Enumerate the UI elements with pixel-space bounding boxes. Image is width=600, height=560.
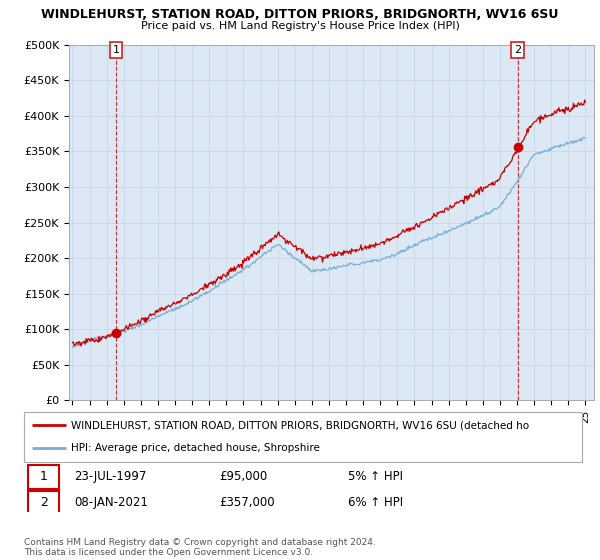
Text: Price paid vs. HM Land Registry's House Price Index (HPI): Price paid vs. HM Land Registry's House … [140, 21, 460, 31]
Text: 08-JAN-2021: 08-JAN-2021 [74, 496, 148, 509]
Text: 23-JUL-1997: 23-JUL-1997 [74, 470, 146, 483]
Text: HPI: Average price, detached house, Shropshire: HPI: Average price, detached house, Shro… [71, 444, 320, 454]
FancyBboxPatch shape [28, 465, 59, 489]
Text: 6% ↑ HPI: 6% ↑ HPI [347, 496, 403, 509]
Text: 1: 1 [40, 470, 48, 483]
Text: 2: 2 [514, 45, 521, 55]
Text: £357,000: £357,000 [220, 496, 275, 509]
Text: WINDLEHURST, STATION ROAD, DITTON PRIORS, BRIDGNORTH, WV16 6SU (detached ho: WINDLEHURST, STATION ROAD, DITTON PRIORS… [71, 420, 530, 430]
FancyBboxPatch shape [28, 491, 59, 515]
Text: WINDLEHURST, STATION ROAD, DITTON PRIORS, BRIDGNORTH, WV16 6SU: WINDLEHURST, STATION ROAD, DITTON PRIORS… [41, 8, 559, 21]
Text: 2: 2 [40, 496, 48, 509]
Text: 5% ↑ HPI: 5% ↑ HPI [347, 470, 403, 483]
Text: 1: 1 [113, 45, 119, 55]
Text: Contains HM Land Registry data © Crown copyright and database right 2024.
This d: Contains HM Land Registry data © Crown c… [24, 538, 376, 557]
Text: £95,000: £95,000 [220, 470, 268, 483]
